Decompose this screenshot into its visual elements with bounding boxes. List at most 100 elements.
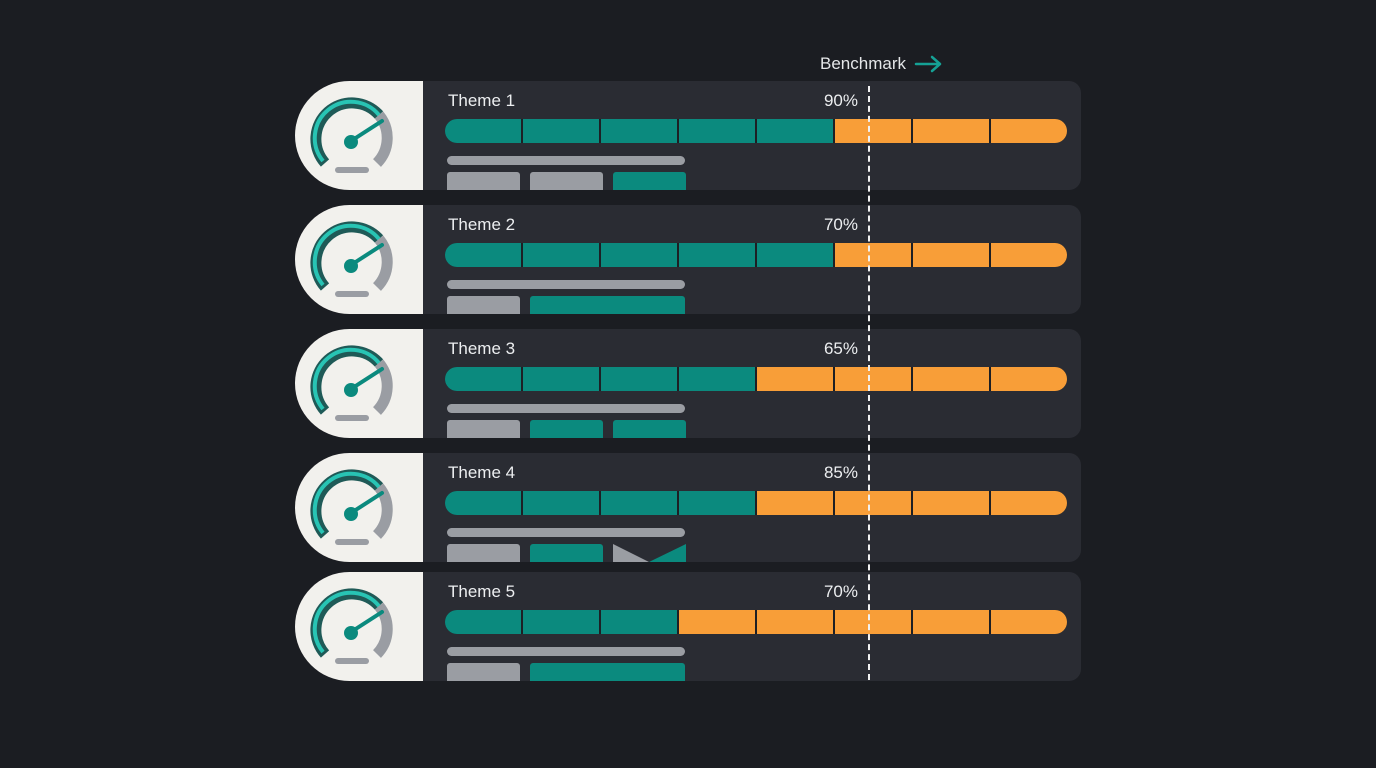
bar-segment — [913, 610, 989, 634]
bar-segment — [601, 119, 677, 143]
benchmark-line — [868, 86, 870, 680]
gray-block — [447, 296, 520, 314]
theme-panel: Theme 1 90% — [423, 81, 1081, 190]
theme-label: Theme 3 — [448, 339, 516, 358]
percent-label: 90% — [823, 91, 858, 110]
bar-segment — [445, 491, 521, 515]
placeholder-blocks — [447, 420, 686, 438]
teal-block — [613, 420, 686, 438]
bar-segment — [913, 367, 989, 391]
gray-block — [447, 544, 520, 562]
theme-row-5: Theme 5 70% — [295, 572, 1081, 681]
bar-segment — [679, 367, 755, 391]
theme-panel: Theme 3 65% — [423, 329, 1081, 438]
theme-label: Theme 2 — [448, 215, 516, 234]
bar-segment — [445, 119, 521, 143]
teal-block — [613, 172, 686, 190]
bar-segment — [991, 243, 1067, 267]
gauge-card — [295, 453, 425, 562]
speedometer-icon — [310, 221, 393, 297]
placeholder-line — [447, 404, 685, 413]
bar-segment — [991, 491, 1067, 515]
gauge-card — [295, 205, 425, 314]
bar-segment — [757, 367, 833, 391]
percent-label: 65% — [823, 339, 858, 358]
bar-segment — [757, 243, 833, 267]
bar-segment — [679, 610, 755, 634]
bar-segment — [523, 119, 599, 143]
bar-segment — [757, 491, 833, 515]
theme-label: Theme 5 — [448, 582, 516, 601]
progress-bar — [445, 243, 1067, 267]
gray-block — [530, 172, 603, 190]
bar-segment — [679, 491, 755, 515]
theme-panel: Theme 4 85% — [423, 453, 1081, 562]
bar-segment — [601, 243, 677, 267]
bar-segment — [601, 610, 677, 634]
speedometer-icon — [310, 588, 393, 664]
bar-segment — [445, 367, 521, 391]
bar-segment — [913, 243, 989, 267]
gray-block — [447, 172, 520, 190]
theme-panel: Theme 2 70% — [423, 205, 1081, 314]
bar-segment — [523, 367, 599, 391]
bar-segment — [913, 119, 989, 143]
placeholder-line — [447, 280, 685, 289]
bar-segment — [523, 610, 599, 634]
speedometer-icon — [310, 97, 393, 173]
placeholder-line — [447, 528, 685, 537]
bar-segment — [679, 119, 755, 143]
placeholder-line — [447, 647, 685, 656]
placeholder-blocks — [447, 544, 686, 562]
progress-bar — [445, 119, 1067, 143]
teal-block — [530, 420, 603, 438]
theme-row-2: Theme 2 70% — [295, 205, 1081, 314]
bar-segment — [445, 610, 521, 634]
bar-segment — [835, 367, 911, 391]
gauge-card — [295, 81, 425, 190]
bar-segment — [679, 243, 755, 267]
benchmark-label: Benchmark — [820, 54, 944, 74]
progress-bar — [445, 367, 1067, 391]
gauge-card — [295, 572, 425, 681]
speedometer-icon — [310, 345, 393, 421]
gauge-card — [295, 329, 425, 438]
speedometer-icon — [310, 469, 393, 545]
bar-segment — [523, 491, 599, 515]
teal-block-wide — [530, 663, 685, 681]
theme-label: Theme 4 — [448, 463, 516, 482]
bar-segment — [601, 491, 677, 515]
triangle-shapes-icon — [613, 544, 686, 562]
theme-row-3: Theme 3 65% — [295, 329, 1081, 438]
bar-segment — [913, 491, 989, 515]
teal-block-wide — [530, 296, 685, 314]
placeholder-blocks — [447, 663, 685, 681]
bar-segment — [991, 610, 1067, 634]
progress-bar — [445, 491, 1067, 515]
bar-segment — [523, 243, 599, 267]
arrow-right-icon — [914, 55, 942, 73]
gray-block — [447, 420, 520, 438]
bar-segment — [757, 119, 833, 143]
placeholder-blocks — [447, 296, 685, 314]
gray-block — [447, 663, 520, 681]
percent-label: 85% — [823, 463, 858, 482]
bar-segment — [835, 243, 911, 267]
bar-segment — [757, 610, 833, 634]
percent-label: 70% — [823, 215, 858, 234]
bar-segment — [601, 367, 677, 391]
theme-row-4: Theme 4 85% — [295, 453, 1081, 562]
bar-segment — [991, 119, 1067, 143]
benchmark-text: Benchmark — [820, 54, 906, 73]
bar-segment — [445, 243, 521, 267]
bar-segment — [991, 367, 1067, 391]
progress-bar — [445, 610, 1067, 634]
theme-label: Theme 1 — [448, 91, 516, 110]
placeholder-line — [447, 156, 685, 165]
bar-segment — [835, 491, 911, 515]
bar-segment — [835, 610, 911, 634]
bar-segment — [835, 119, 911, 143]
percent-label: 70% — [823, 582, 858, 601]
placeholder-blocks — [447, 172, 686, 190]
theme-panel: Theme 5 70% — [423, 572, 1081, 681]
